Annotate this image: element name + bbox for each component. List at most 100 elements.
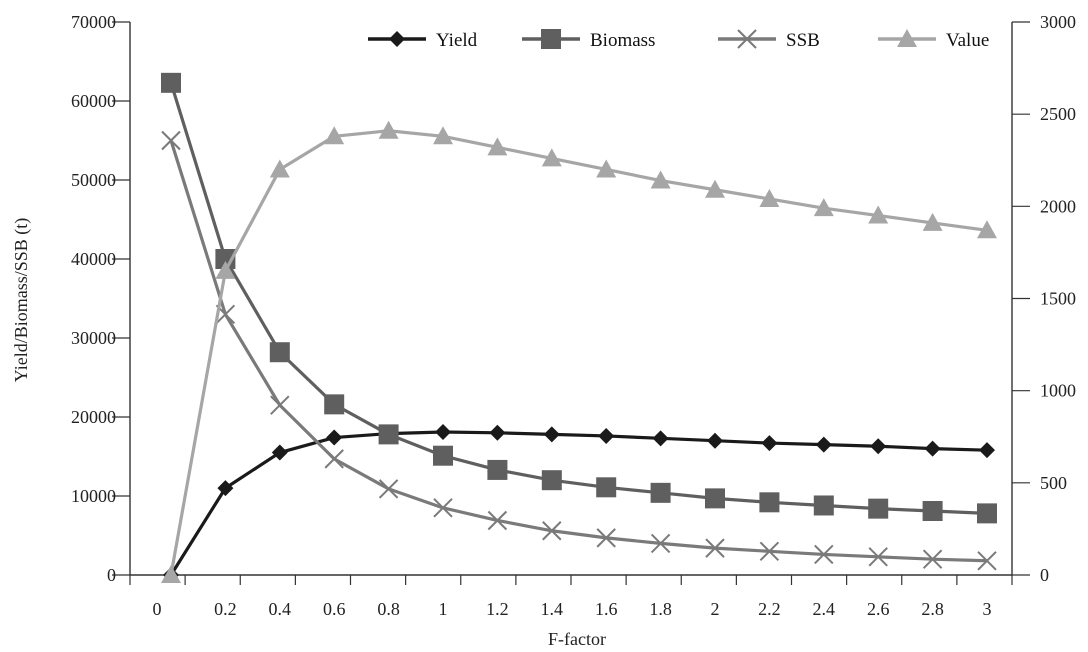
right-y-tick-label: 1500 — [1040, 289, 1076, 309]
point-biomass — [650, 482, 671, 503]
x-tick-label: 1.6 — [595, 599, 618, 619]
legend: Yield Biomass SSB Value — [368, 29, 989, 51]
x-tick-label: 2 — [711, 599, 720, 619]
point-yield — [924, 440, 941, 457]
axes — [129, 22, 1013, 576]
point-yield — [707, 432, 723, 449]
point-biomass — [705, 488, 725, 509]
point-yield — [435, 424, 451, 441]
series-value — [161, 120, 997, 583]
point-biomass — [977, 503, 997, 524]
left-y-tick-label: 0 — [107, 565, 116, 585]
x-axis-title: F-factor — [548, 629, 606, 649]
point-value — [161, 565, 181, 583]
line-yield — [169, 430, 988, 576]
series-group — [161, 72, 997, 583]
point-value — [324, 126, 345, 145]
right-y-tick-label: 500 — [1040, 473, 1067, 493]
left-y-tick-label: 10000 — [71, 486, 116, 506]
x-tick-label: 0 — [153, 599, 162, 619]
point-value — [378, 120, 399, 139]
legend-item-ssb: SSB — [718, 29, 820, 51]
line-value — [169, 129, 988, 576]
point-value — [897, 29, 917, 47]
point-biomass — [487, 459, 508, 480]
point-ssb — [868, 547, 888, 567]
point-biomass — [813, 495, 834, 516]
x-tick-label: 1.8 — [649, 599, 672, 619]
line-ssb — [169, 140, 988, 563]
point-biomass — [541, 29, 561, 49]
point-value — [541, 148, 562, 167]
x-tick-label: 0.6 — [323, 599, 346, 619]
point-ssb — [705, 538, 725, 558]
point-yield — [326, 429, 343, 446]
legend-label: Yield — [436, 30, 478, 51]
left-y-tick-label: 70000 — [71, 12, 116, 32]
point-yield — [489, 424, 506, 441]
x-tick-label: 1.4 — [541, 599, 564, 619]
x-tick-label: 2.6 — [867, 599, 890, 619]
point-yield — [979, 442, 995, 459]
series-yield — [163, 424, 995, 583]
right-y-tick-label: 2500 — [1040, 104, 1076, 124]
point-biomass — [378, 424, 399, 445]
point-yield — [389, 31, 405, 47]
x-tick-label: 1 — [439, 599, 448, 619]
point-value — [759, 188, 780, 207]
y-axis-title: Yield/Biomass/SSB (t) — [11, 218, 32, 383]
left-y-axis-ticks: 0 10000 20000 30000 40000 50000 60000 70000 — [71, 12, 130, 585]
point-ssb — [814, 544, 834, 565]
point-biomass — [324, 394, 345, 415]
point-value — [269, 159, 290, 178]
x-tick-label: 2.2 — [758, 599, 781, 619]
point-yield — [815, 436, 832, 453]
x-tick-label: 0.4 — [269, 599, 292, 619]
point-ssb — [977, 551, 997, 571]
left-y-tick-label: 40000 — [71, 249, 116, 269]
point-ssb — [759, 541, 780, 562]
left-y-tick-label: 50000 — [71, 170, 116, 190]
legend-item-yield: Yield — [368, 30, 478, 51]
point-biomass — [759, 492, 780, 513]
point-value — [487, 137, 508, 156]
x-tick-label: 0.8 — [377, 599, 400, 619]
point-ssb — [596, 528, 616, 548]
point-ssb — [324, 449, 344, 469]
point-yield — [543, 426, 560, 443]
point-ssb — [161, 130, 181, 151]
point-ssb — [542, 521, 562, 541]
left-y-tick-label: 30000 — [71, 328, 116, 348]
line-biomass — [169, 82, 988, 515]
series-ssb — [161, 130, 997, 571]
point-biomass — [269, 342, 290, 363]
right-y-tick-label: 0 — [1040, 565, 1049, 585]
legend-label: Biomass — [590, 30, 655, 51]
point-value — [705, 179, 725, 198]
right-y-axis-ticks: 0 500 1000 1500 2000 2500 3000 — [1012, 12, 1076, 585]
point-ssb — [922, 549, 943, 569]
left-y-tick-label: 20000 — [71, 407, 116, 427]
point-ssb — [487, 510, 508, 531]
point-value — [868, 205, 889, 224]
point-biomass — [433, 445, 453, 466]
point-value — [596, 159, 617, 178]
legend-label: Value — [946, 30, 989, 51]
x-tick-label: 3 — [983, 599, 992, 619]
right-y-tick-label: 3000 — [1040, 12, 1076, 32]
point-ssb — [433, 498, 453, 518]
point-ssb — [270, 395, 290, 415]
point-value — [922, 212, 943, 231]
point-ssb — [650, 533, 671, 554]
point-value — [813, 198, 834, 217]
point-yield — [761, 435, 778, 452]
point-biomass — [868, 498, 889, 519]
series-biomass — [161, 72, 997, 524]
point-value — [433, 126, 453, 145]
point-biomass — [541, 470, 562, 491]
right-y-tick-label: 2000 — [1040, 196, 1076, 216]
point-ssb — [378, 479, 399, 499]
legend-label: SSB — [786, 30, 820, 51]
point-yield — [598, 427, 615, 444]
